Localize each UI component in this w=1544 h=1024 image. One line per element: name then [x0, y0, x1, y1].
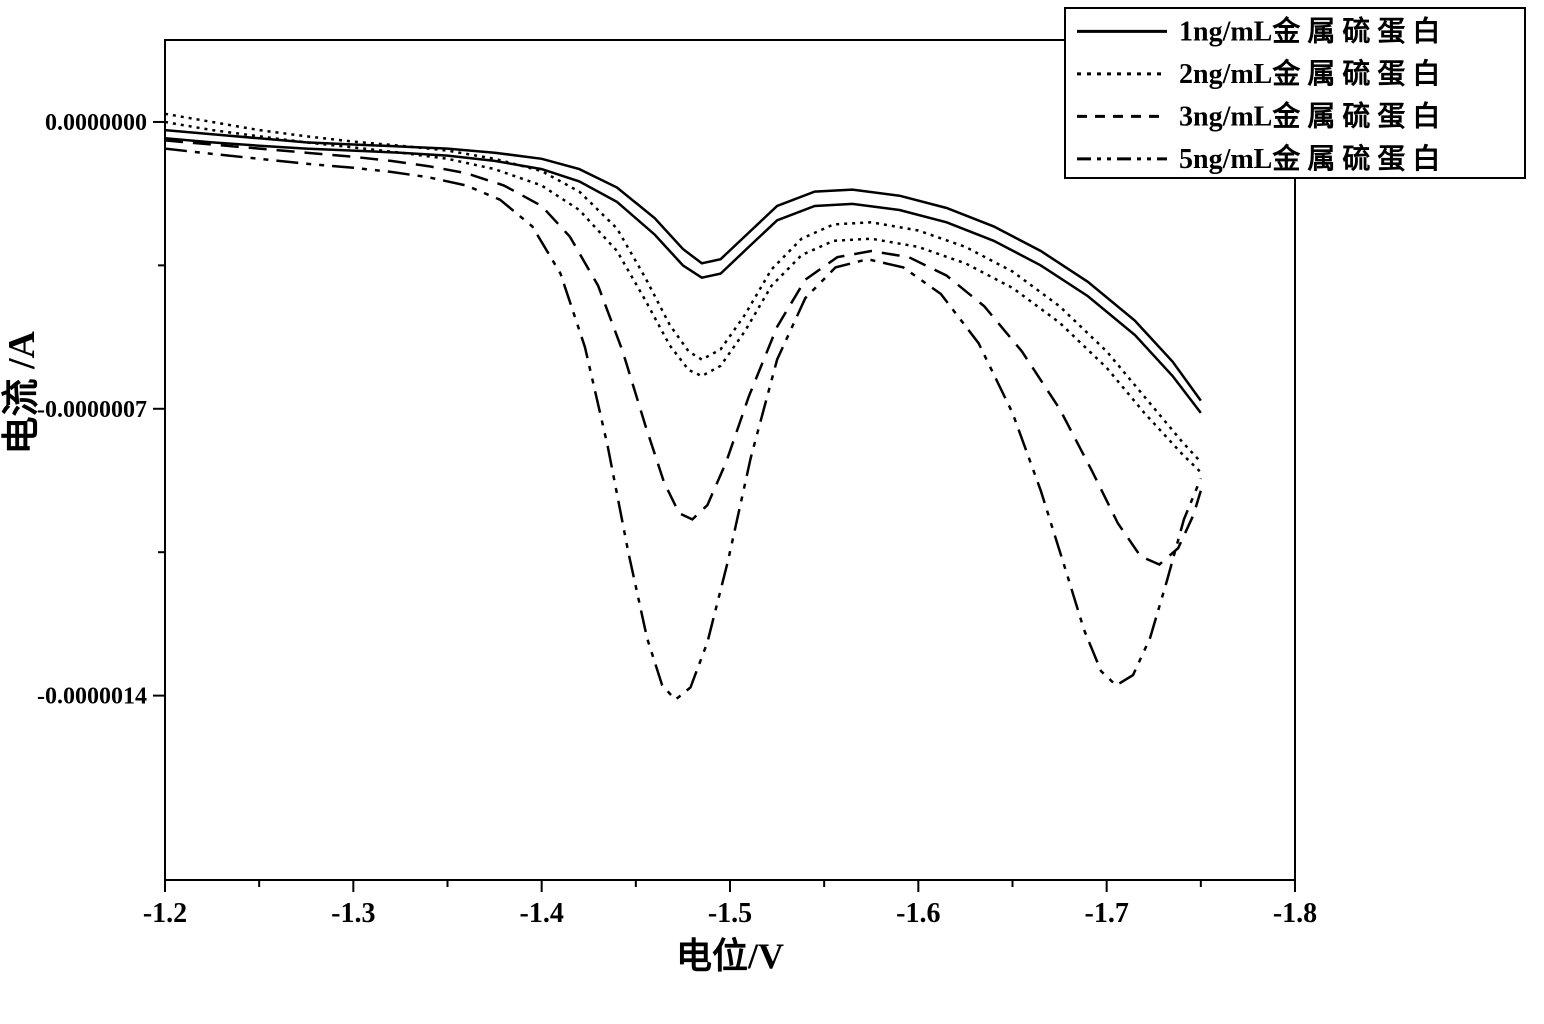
svg-text:-0.0000007: -0.0000007 — [37, 397, 147, 423]
series-3ng — [165, 140, 1201, 564]
chart-svg: -1.2 -1.3 -1.4 -1.5 -1.6 -1.7 -1.8 电位/V 0.000000… — [0, 0, 1544, 1024]
legend-label-1: 2ng/mL金 属 硫 蛋 白 — [1179, 57, 1440, 90]
svg-text:-1.5: -1.5 — [708, 898, 752, 929]
svg-text:电流 /A: 电流 /A — [1, 330, 43, 454]
svg-text:-1.4: -1.4 — [520, 898, 564, 929]
series-2ng_lower — [165, 122, 1201, 472]
svg-text:-1.3: -1.3 — [331, 898, 375, 929]
series-1ng_lower — [165, 138, 1201, 413]
legend-label-3: 5ng/mL金 属 硫 蛋 白 — [1179, 142, 1440, 175]
series-5ng — [165, 149, 1201, 700]
legend-label-2: 3ng/mL金 属 硫 蛋 白 — [1179, 99, 1440, 132]
svg-text:-1.7: -1.7 — [1085, 898, 1129, 929]
svg-text:-1.8: -1.8 — [1273, 898, 1317, 929]
svg-text:-0.0000014: -0.0000014 — [37, 684, 147, 710]
chart-container: -1.2 -1.3 -1.4 -1.5 -1.6 -1.7 -1.8 电位/V 0.000000… — [0, 0, 1544, 1024]
svg-text:电位/V: 电位/V — [676, 936, 784, 976]
legend-label-0: 1ng/mL金 属 硫 蛋 白 — [1179, 14, 1440, 47]
svg-text:-1.6: -1.6 — [896, 898, 940, 929]
svg-text:0.0000000: 0.0000000 — [45, 110, 147, 136]
svg-text:-1.2: -1.2 — [143, 898, 187, 929]
